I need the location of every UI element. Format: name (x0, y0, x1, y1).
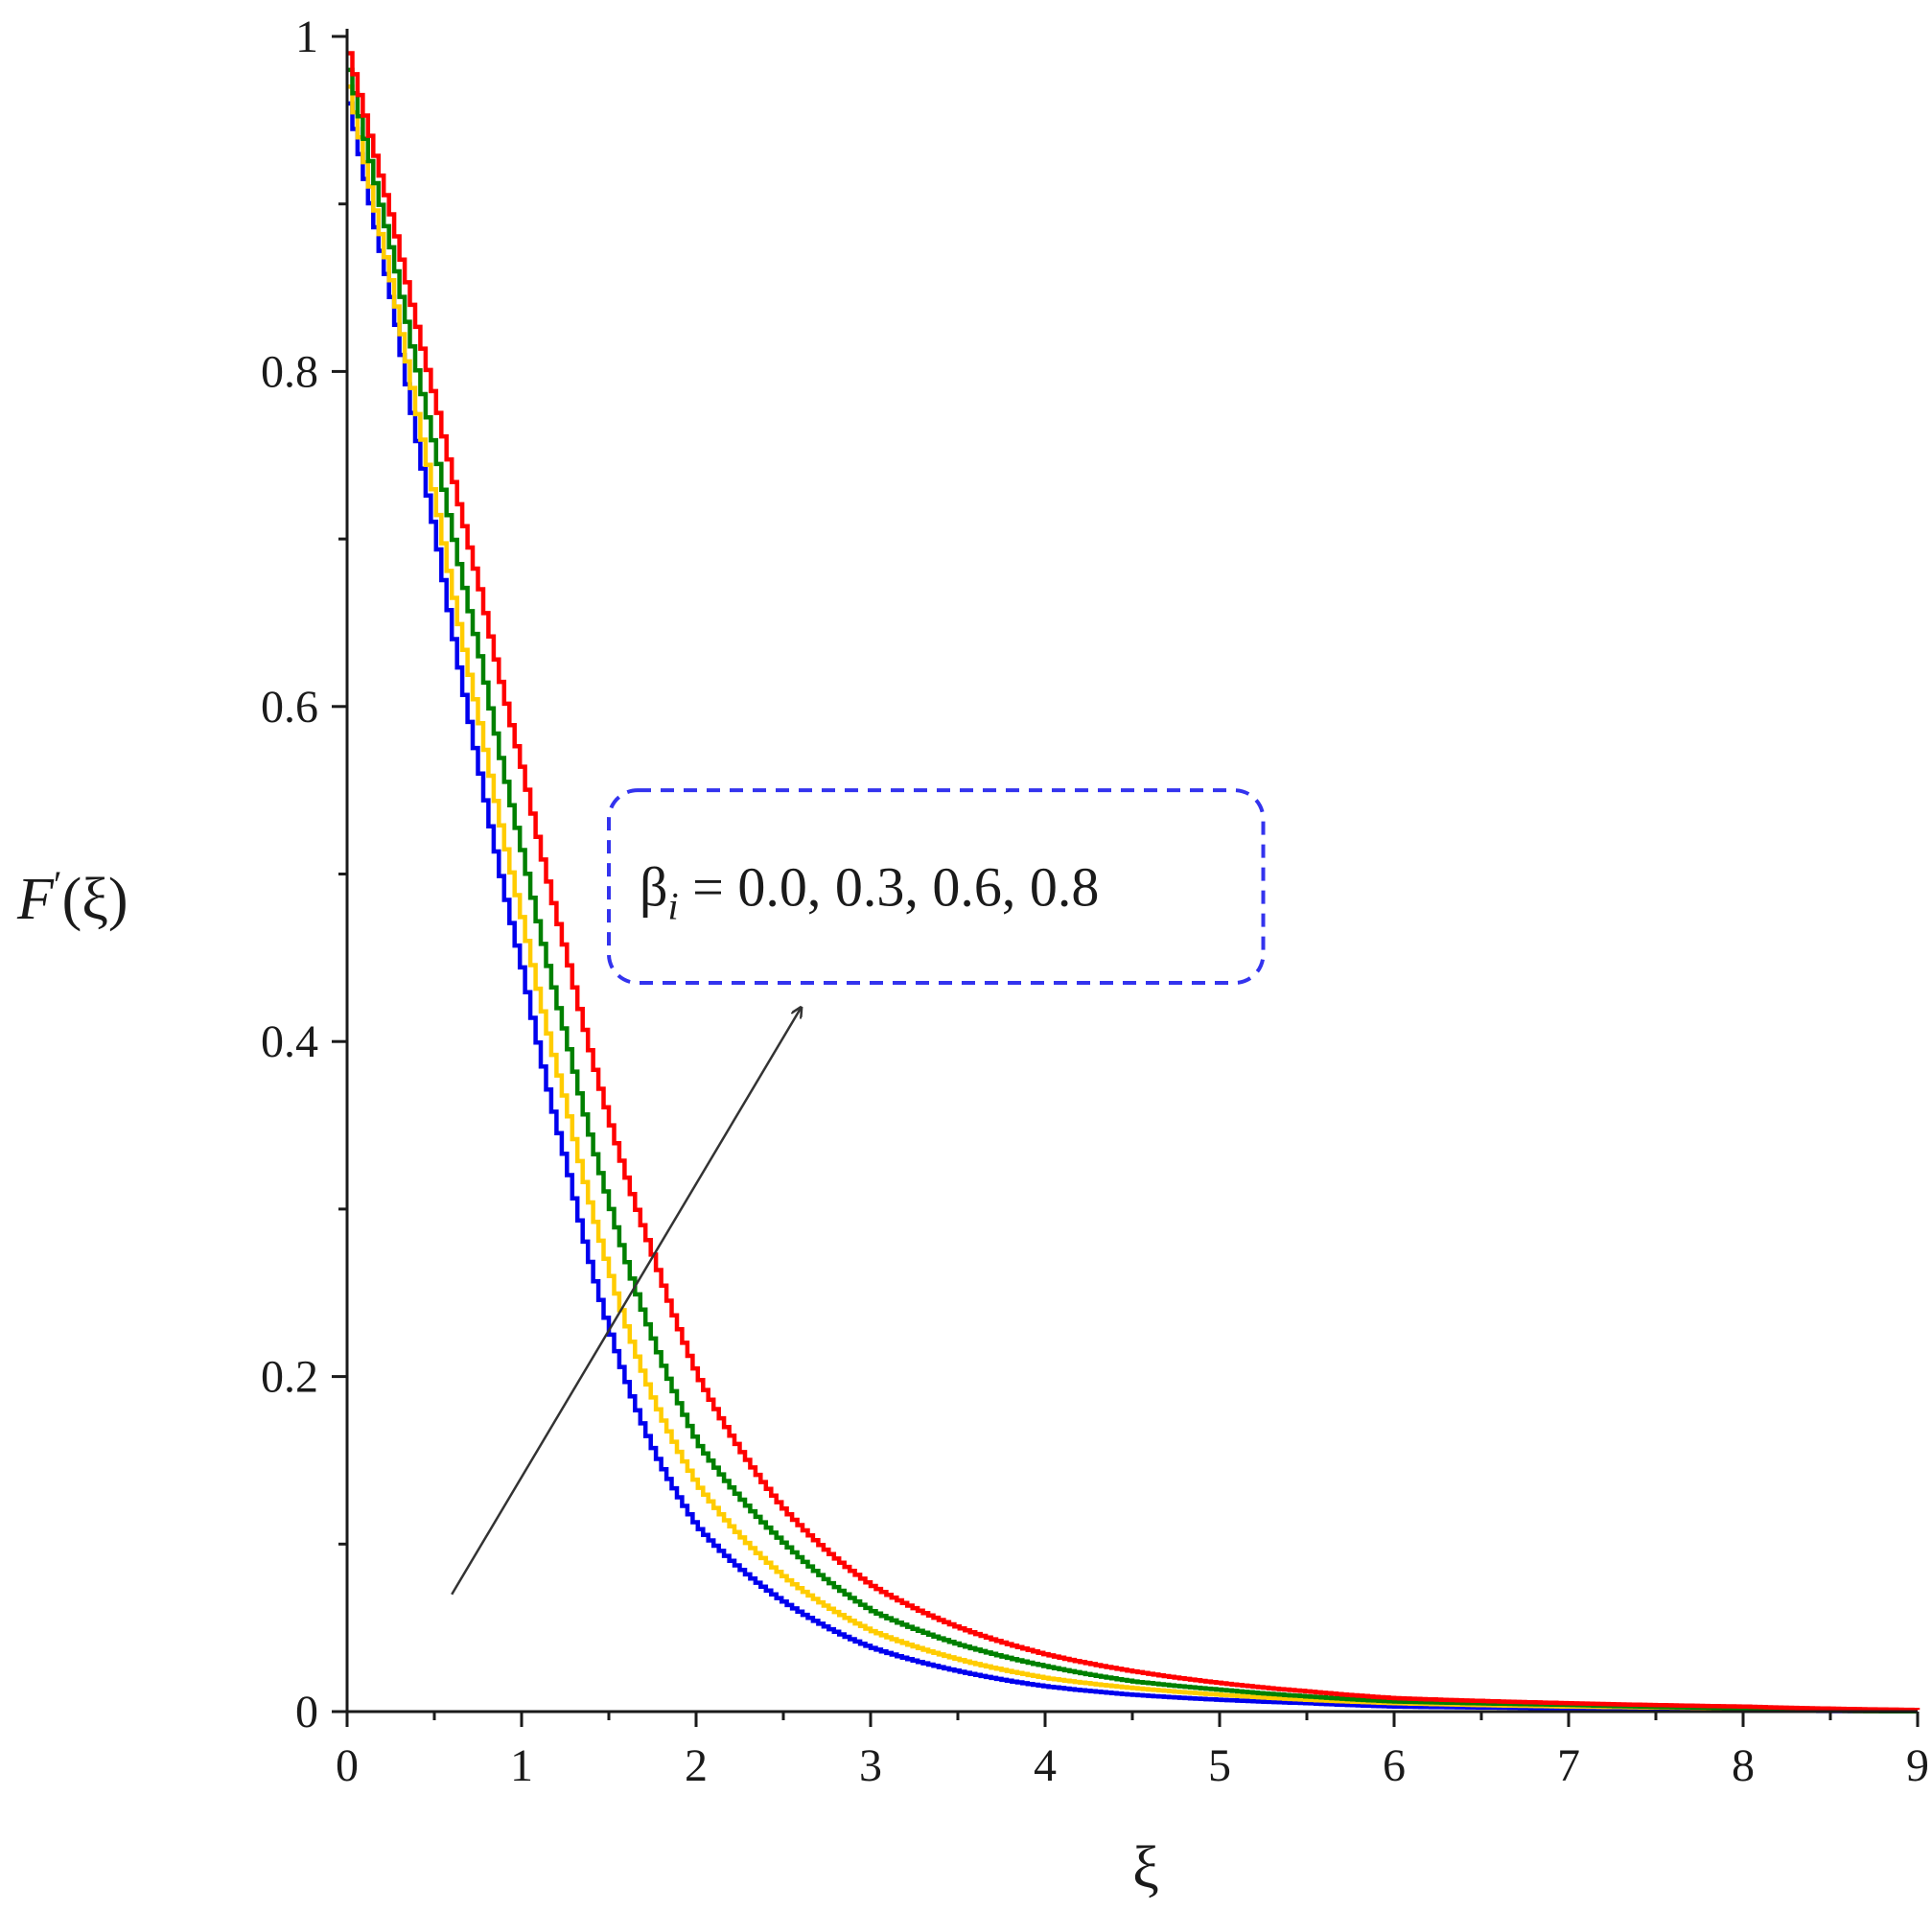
axes: 0 1 2 3 4 5 6 7 8 9 0 0.2 0.4 0.6 0.8 1 (261, 12, 1929, 1791)
annotation-label: βi = 0.0, 0.3, 0.6, 0.8 (640, 856, 1099, 928)
annotation-box (607, 788, 1266, 986)
x-tick-label: 9 (1906, 1740, 1929, 1791)
annotation-subscript: i (668, 885, 679, 928)
annotation: βi = 0.0, 0.3, 0.6, 0.8 (451, 788, 1266, 1596)
y-tick-label: 0.2 (261, 1352, 318, 1403)
y-tick-label: 0.6 (261, 682, 318, 733)
x-axis-label: ξ (1132, 1835, 1159, 1900)
y-axis-label-func: F (16, 867, 55, 932)
series-layer (347, 51, 1920, 1714)
y-axis-label-prime: ′ (54, 863, 62, 906)
y-tick-label: 1 (295, 12, 318, 62)
x-tick-label: 6 (1383, 1740, 1406, 1791)
series-line-3 (347, 67, 1918, 1714)
annotation-arrow (451, 1008, 801, 1596)
annotation-values: = 0.0, 0.3, 0.6, 0.8 (679, 856, 1100, 919)
x-tick-label: 2 (685, 1740, 708, 1791)
x-tick-label: 7 (1557, 1740, 1580, 1791)
x-tick-label: 3 (859, 1740, 882, 1791)
series-line-4 (347, 51, 1920, 1713)
x-tick-label: 1 (510, 1740, 533, 1791)
y-tick-label: 0.8 (261, 346, 318, 397)
series-line-1 (347, 101, 1918, 1714)
x-tick-label: 5 (1208, 1740, 1231, 1791)
x-tick-label: 8 (1732, 1740, 1755, 1791)
y-tick-label: 0 (295, 1687, 318, 1737)
series-line-2 (347, 84, 1918, 1714)
y-axis-label-arg: (ξ) (62, 867, 128, 932)
annotation-symbol: β (640, 856, 668, 919)
y-tick-label: 0.4 (261, 1016, 318, 1067)
y-axis-label: F′(ξ) (16, 863, 128, 932)
x-tick-label: 0 (336, 1740, 359, 1791)
x-tick-label: 4 (1034, 1740, 1057, 1791)
